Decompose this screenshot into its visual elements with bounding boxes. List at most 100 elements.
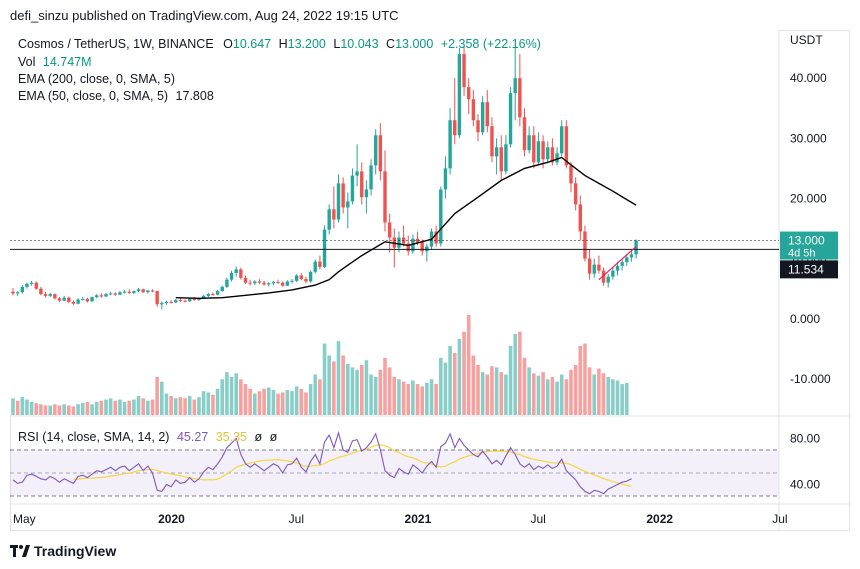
candle-body[interactable] xyxy=(485,102,489,127)
candle-body[interactable] xyxy=(522,117,527,151)
candle-body[interactable] xyxy=(490,126,494,157)
candle-body[interactable] xyxy=(560,126,564,154)
candle-body[interactable] xyxy=(499,147,503,172)
candle-body[interactable] xyxy=(480,102,485,133)
candle-body[interactable] xyxy=(597,264,601,271)
candle-body[interactable] xyxy=(346,201,350,208)
candle-body[interactable] xyxy=(34,282,38,289)
candle-body[interactable] xyxy=(518,78,522,118)
candle-body[interactable] xyxy=(281,282,285,286)
candle-body[interactable] xyxy=(513,78,517,94)
candle-body[interactable] xyxy=(132,291,136,293)
candle-body[interactable] xyxy=(285,281,290,286)
candle-body[interactable] xyxy=(369,165,373,190)
candle-body[interactable] xyxy=(332,209,336,220)
candle-body[interactable] xyxy=(164,301,169,304)
candle-body[interactable] xyxy=(374,135,378,166)
candle-body[interactable] xyxy=(564,126,569,166)
candle-body[interactable] xyxy=(67,297,71,302)
current-price-tag[interactable] xyxy=(780,231,838,260)
candle-body[interactable] xyxy=(592,264,596,274)
candle-body[interactable] xyxy=(527,135,531,151)
candle-body[interactable] xyxy=(383,171,387,223)
candle-body[interactable] xyxy=(494,147,499,157)
candle-body[interactable] xyxy=(248,282,252,284)
candle-body[interactable] xyxy=(350,175,355,202)
candle-body[interactable] xyxy=(453,120,457,136)
candle-body[interactable] xyxy=(178,300,183,302)
candle-body[interactable] xyxy=(239,269,243,278)
candle-body[interactable] xyxy=(95,295,99,298)
ema-price-tag[interactable] xyxy=(780,260,838,279)
candle-body[interactable] xyxy=(406,243,410,252)
candle-body[interactable] xyxy=(206,294,210,296)
candle-body[interactable] xyxy=(318,261,322,268)
candle-body[interactable] xyxy=(439,189,443,244)
candle-body[interactable] xyxy=(201,295,206,299)
candle-body[interactable] xyxy=(215,291,220,295)
candle-body[interactable] xyxy=(378,135,383,172)
candle-body[interactable] xyxy=(299,275,303,280)
candle-body[interactable] xyxy=(229,273,234,280)
candle-body[interactable] xyxy=(39,288,43,295)
candle-body[interactable] xyxy=(536,141,541,163)
candle-body[interactable] xyxy=(397,237,401,248)
price-pane[interactable] xyxy=(10,30,779,415)
volume-legend[interactable]: Vol 14.747M xyxy=(18,55,92,69)
candle-body[interactable] xyxy=(290,280,294,282)
symbol-name[interactable]: Cosmos / TetherUS, 1W, BINANCE xyxy=(18,37,214,51)
candle-body[interactable] xyxy=(211,294,215,296)
candle-body[interactable] xyxy=(257,281,262,283)
candle-body[interactable] xyxy=(53,294,57,299)
candle-body[interactable] xyxy=(327,209,331,230)
candle-body[interactable] xyxy=(578,204,582,232)
candle-body[interactable] xyxy=(155,291,159,305)
candle-body[interactable] xyxy=(29,282,34,284)
candle-body[interactable] xyxy=(25,283,29,287)
candle-body[interactable] xyxy=(546,147,550,160)
candle-body[interactable] xyxy=(411,238,415,252)
candle-body[interactable] xyxy=(146,290,150,293)
candle-body[interactable] xyxy=(127,291,131,293)
candle-body[interactable] xyxy=(183,300,187,302)
candle-body[interactable] xyxy=(476,120,480,133)
candle-body[interactable] xyxy=(76,299,80,304)
candle-body[interactable] xyxy=(629,254,634,258)
symbol-legend[interactable]: Cosmos / TetherUS, 1W, BINANCE O10.647 H… xyxy=(18,37,541,51)
candle-body[interactable] xyxy=(243,277,248,283)
candle-body[interactable] xyxy=(415,238,420,243)
candle-body[interactable] xyxy=(420,242,424,252)
candle-body[interactable] xyxy=(355,171,359,176)
candle-body[interactable] xyxy=(611,270,615,277)
chart-canvas[interactable]: USDT40.00030.00020.00010.0000.000-10.000… xyxy=(10,30,850,531)
ema-line[interactable] xyxy=(175,156,637,300)
candle-body[interactable] xyxy=(541,141,545,160)
candle-body[interactable] xyxy=(122,291,127,293)
candle-body[interactable] xyxy=(634,240,638,255)
candle-body[interactable] xyxy=(48,294,52,296)
candle-body[interactable] xyxy=(601,270,606,283)
candle-body[interactable] xyxy=(555,153,559,163)
candle-body[interactable] xyxy=(304,279,308,282)
candle-body[interactable] xyxy=(360,171,364,198)
candle-body[interactable] xyxy=(569,165,573,184)
candle-body[interactable] xyxy=(504,144,508,172)
candle-body[interactable] xyxy=(443,168,448,190)
candle-body[interactable] xyxy=(43,294,48,296)
candle-body[interactable] xyxy=(276,282,280,284)
candle-body[interactable] xyxy=(104,294,108,297)
price-scale[interactable]: USDT40.00030.00020.00010.0000.000-10.000… xyxy=(780,33,838,386)
candle-body[interactable] xyxy=(267,283,271,285)
candle-body[interactable] xyxy=(90,297,94,302)
candlesticks[interactable] xyxy=(11,45,638,310)
candle-body[interactable] xyxy=(471,99,476,121)
candle-body[interactable] xyxy=(620,262,624,266)
candle-body[interactable] xyxy=(220,286,224,292)
candle-body[interactable] xyxy=(160,303,164,305)
ema200-legend[interactable]: EMA (200, close, 0, SMA, 5) xyxy=(18,72,175,86)
candle-body[interactable] xyxy=(81,298,85,300)
candle-body[interactable] xyxy=(271,282,276,284)
candle-body[interactable] xyxy=(15,292,20,294)
candle-body[interactable] xyxy=(308,271,313,282)
time-axis[interactable]: May2020Jul2021Jul2022Jul2023 xyxy=(13,512,850,526)
